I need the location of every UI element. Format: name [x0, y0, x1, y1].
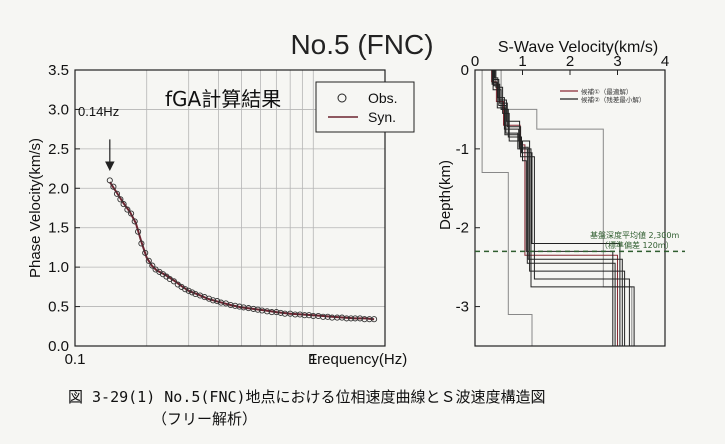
- swave-profiles: [481, 70, 635, 347]
- x-tick-label: 1: [309, 351, 317, 368]
- search-bound-line: [500, 70, 633, 346]
- obs-data-point: [135, 228, 142, 235]
- obs-data-point: [214, 298, 221, 305]
- obs-data-point: [301, 312, 308, 319]
- basement-std-label: （標準偏差 120m）: [600, 240, 674, 250]
- figure-caption-line2: （フリー解析）: [152, 410, 258, 428]
- x-tick-label: 0.1: [65, 351, 86, 368]
- obs-data-point: [124, 206, 131, 213]
- y-tick-label: -2: [456, 220, 469, 237]
- y-tick-label: 0.0: [48, 338, 69, 355]
- obs-data-point: [250, 305, 257, 312]
- swave-legend: 候補①（最適解） 候補②（残差最小解）: [560, 87, 645, 104]
- obs-data-point: [182, 286, 189, 293]
- y-tick-label: -1: [456, 141, 469, 158]
- velocity-profile-line: [491, 70, 618, 346]
- obs-data-point: [106, 177, 113, 184]
- obs-data-point: [142, 249, 149, 256]
- obs-data-point: [343, 315, 350, 322]
- obs-data-point: [273, 309, 280, 316]
- y-tick-label: 1.5: [48, 220, 69, 237]
- obs-data-point: [356, 315, 364, 322]
- syn-series-line: [108, 181, 375, 321]
- swave-chart-title: S-Wave Velocity(km/s): [498, 39, 658, 56]
- velocity-profile-line: [492, 70, 621, 346]
- obs-data-point: [149, 262, 156, 269]
- annotation-014hz-label: 0.14Hz: [78, 104, 119, 119]
- obs-data-point: [138, 240, 145, 247]
- obs-data-point: [232, 302, 239, 309]
- obs-data-point: [305, 312, 313, 319]
- obs-data-point: [347, 315, 355, 322]
- obs-data-point: [110, 183, 117, 190]
- obs-data-point: [120, 201, 127, 208]
- obs-data-point: [145, 257, 152, 264]
- obs-data-point: [296, 311, 304, 318]
- obs-data-point: [227, 301, 234, 309]
- obs-data-point: [113, 190, 121, 197]
- x-tick-label: 2: [566, 53, 574, 70]
- obs-data-point: [268, 309, 275, 316]
- obs-data-point: [128, 210, 135, 217]
- velocity-profile-line: [491, 70, 630, 346]
- obs-data-point: [277, 309, 284, 316]
- y-tick-label: 3.0: [48, 101, 69, 118]
- phase-velocity-chart-title: fGA計算結果: [165, 87, 281, 111]
- obs-data-point: [131, 218, 138, 225]
- legend-box: [315, 81, 415, 133]
- legend-candidate1-label: 候補①（最適解）: [581, 87, 632, 96]
- phase-velocity-xlabel: Frequency(Hz): [308, 351, 407, 368]
- figure-caption-line1: 図 3-29(1) No.5(FNC)地点における位相速度曲線とＳ波速度構造図: [68, 388, 546, 406]
- obs-data-point: [117, 196, 124, 203]
- phase-velocity-series: [106, 177, 378, 323]
- phase-velocity-legend: Obs. Syn.: [315, 81, 415, 133]
- legend-syn-label: Syn.: [368, 109, 396, 125]
- y-tick-label: 0: [461, 62, 469, 79]
- y-tick-label: 0.5: [48, 299, 69, 316]
- obs-data-point: [320, 313, 327, 320]
- legend-candidate2-label: 候補②（残差最小解）: [581, 95, 645, 104]
- x-tick-label: 1: [518, 53, 526, 70]
- swave-ticks: 0 1 2 3 4 0 -1 -2 -3: [456, 53, 670, 316]
- y-tick-label: 2.0: [48, 180, 69, 197]
- obs-data-point: [254, 306, 261, 313]
- obs-data-point: [338, 314, 346, 321]
- obs-data-point: [371, 316, 378, 323]
- obs-data-point: [366, 316, 373, 323]
- y-tick-label: -3: [456, 299, 469, 316]
- y-tick-label: 1.0: [48, 259, 69, 276]
- phase-velocity-plot-frame: [74, 69, 386, 347]
- x-tick-label: 0: [471, 53, 479, 70]
- velocity-profile-line: [494, 70, 626, 346]
- phase-velocity-ylabel: Phase Velocity(km/s): [27, 138, 44, 278]
- velocity-profile-line: [492, 70, 623, 346]
- x-tick-label: 4: [661, 53, 669, 70]
- swave-ylabel: Depth(km): [437, 160, 454, 230]
- velocity-profile-line: [493, 70, 616, 346]
- velocity-profile-line: [493, 70, 635, 346]
- obs-data-point: [205, 295, 213, 302]
- basement-depth-label: 基盤深度平均値 2,300m: [590, 230, 679, 240]
- obs-data-point: [324, 313, 331, 320]
- legend-obs-marker-icon: [337, 93, 347, 103]
- y-tick-label: 2.5: [48, 141, 69, 158]
- legend-obs-label: Obs.: [368, 90, 398, 106]
- obs-data-point: [185, 287, 192, 294]
- obs-data-point: [236, 303, 243, 310]
- y-tick-label: 3.5: [48, 62, 69, 79]
- phase-velocity-ticks: 0.0 0.5 1.0 1.5 2.0 2.5 3.0 3.5 0.1 1: [48, 62, 317, 368]
- velocity-profile-line: [495, 70, 614, 346]
- x-tick-label: 3: [613, 53, 621, 70]
- obs-data-point: [210, 297, 217, 304]
- obs-data-point: [170, 278, 177, 285]
- figure-title: No.5 (FNC): [290, 29, 433, 60]
- swave-plot-frame: [474, 69, 666, 347]
- figure-caption: 図 3-29(1) No.5(FNC)地点における位相速度曲線とＳ波速度構造図 …: [68, 386, 546, 430]
- obs-data-point: [189, 289, 196, 296]
